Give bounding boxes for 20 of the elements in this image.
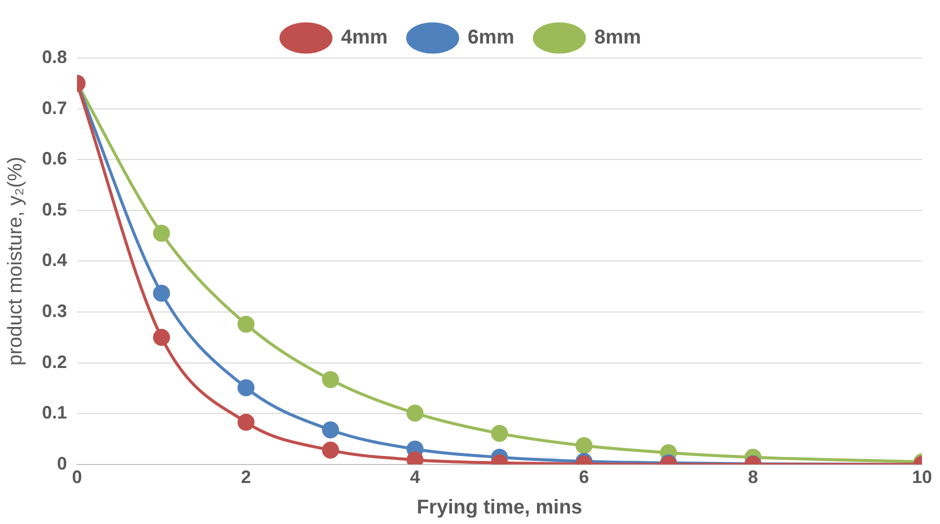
y-tick-label: 0.8	[42, 46, 68, 67]
y-tick-label: 0.6	[42, 148, 68, 169]
y-tick-label: 0.7	[42, 98, 68, 118]
x-tick-label: 0	[72, 467, 82, 488]
y-tick-label: 0.5	[42, 199, 68, 220]
y-tick-label: 0.1	[42, 402, 68, 423]
x-tick-label: 4	[410, 467, 420, 488]
y-tick-label: 0.3	[42, 300, 68, 321]
x-tick-label: 2	[241, 467, 252, 488]
x-tick-label: 6	[579, 467, 590, 488]
x-axis-title: Frying time, mins	[416, 496, 582, 519]
legend-label: 4mm	[340, 26, 388, 49]
y-axis-title: product moisture, y₂(%)	[4, 156, 27, 366]
x-tick-label: 8	[748, 467, 758, 488]
x-tick-label: 10	[912, 467, 932, 488]
legend-label: 8mm	[594, 26, 642, 49]
y-tick-label: 0	[57, 453, 68, 474]
y-tick-label: 0.4	[42, 250, 68, 270]
legend-label: 6mm	[468, 26, 514, 49]
y-tick-label: 0.2	[42, 352, 68, 372]
